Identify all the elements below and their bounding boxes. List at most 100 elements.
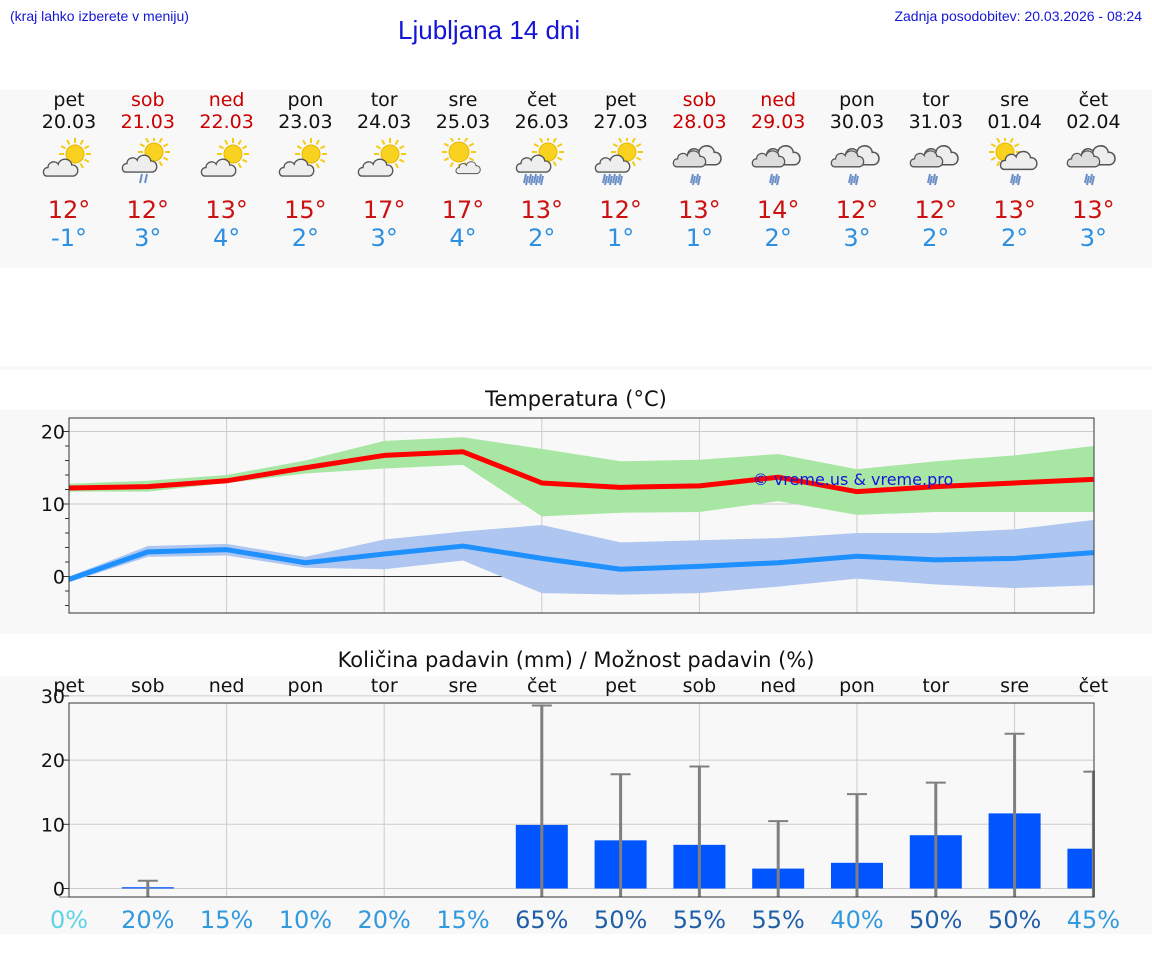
category-label: tor [371, 675, 398, 697]
max-temp: 12° [599, 196, 642, 224]
max-temp: 17° [441, 196, 485, 224]
partly-cloudy-icon [354, 138, 414, 190]
day-date: 31.03 [908, 111, 963, 133]
day-column: tor 31.03 12° 2° [896, 89, 976, 252]
tmin-range-band [69, 519, 1094, 595]
min-temp: 3° [134, 224, 162, 252]
max-temp: 12° [126, 196, 170, 224]
day-date: 21.03 [120, 111, 175, 133]
precip-chance-label: 55% [752, 906, 805, 934]
min-temp: 1° [685, 224, 714, 252]
max-temp: 17° [362, 196, 406, 224]
temperature-chart-title: Temperatura (°C) [485, 387, 667, 411]
category-label: sob [683, 675, 717, 697]
category-label: sob [131, 675, 165, 697]
day-name: ned [208, 89, 245, 111]
forecast-band [0, 90, 1152, 268]
precip-chance-label: 10% [279, 906, 332, 934]
day-name: tor [370, 89, 398, 111]
max-temp: 13° [678, 196, 721, 224]
precip-chance-label: 50% [594, 906, 647, 934]
plot-frame [68, 702, 1095, 898]
day-column: sob 28.03 13° 1° [659, 89, 739, 252]
category-label: čet [527, 675, 557, 697]
category-label: pon [288, 675, 324, 697]
y-tick-label: 10 [41, 494, 65, 516]
day-column: sre 01.04 13° 2° [975, 89, 1055, 252]
day-date: 23.03 [278, 111, 333, 133]
day-name: pon [287, 89, 324, 111]
category-label: pon [839, 675, 875, 697]
max-temp: 13° [993, 196, 1036, 224]
min-temp: 1° [606, 224, 635, 252]
day-name: sre [1000, 89, 1030, 111]
max-temp: 15° [284, 196, 327, 224]
day-date: 22.03 [199, 111, 254, 133]
min-temp: 3° [1079, 224, 1108, 252]
day-name: tor [922, 89, 950, 111]
day-date: 01.04 [987, 111, 1042, 133]
day-name: pet [53, 89, 85, 111]
day-column: sob 21.03 12° 3° [108, 89, 188, 252]
precip-chance-label: 65% [515, 906, 568, 934]
precip-chart-title: Količina padavin (mm) / Možnost padavin … [337, 648, 815, 672]
cloudy-rain-icon [669, 138, 729, 190]
day-date: 02.04 [1066, 111, 1121, 133]
tmax-line [68, 449, 1094, 495]
y-tick-label: 30 [41, 686, 65, 708]
min-temp: 4° [449, 224, 477, 252]
max-temp: 12° [835, 196, 879, 224]
temperature-chart: © vreme.us & vreme.pro 0 10 20 [41, 417, 1095, 614]
precip-chance-label: 50% [909, 906, 962, 934]
day-column: pon 23.03 15° 2° [265, 89, 345, 252]
min-temp: 2° [1000, 224, 1029, 252]
day-date: 28.03 [672, 111, 727, 133]
day-name: pon [839, 89, 875, 111]
category-label: čet [1079, 675, 1109, 697]
max-temp: 14° [756, 196, 800, 224]
cloudy-rain-icon [827, 138, 887, 190]
sun-small-cloud-icon [433, 135, 493, 190]
day-name: sre [448, 89, 478, 111]
partly-cloudy-heavy-rain-icon [591, 136, 651, 190]
partly-cloudy-icon [197, 138, 257, 190]
precip-chance-label: 55% [673, 906, 726, 934]
category-label: tor [922, 675, 949, 697]
min-temp: 2° [764, 224, 792, 252]
tmin-line [68, 543, 1094, 582]
category-label: pet [605, 675, 636, 697]
day-column: tor 24.03 17° 3° [344, 89, 424, 252]
precip-chance-label: 20% [358, 906, 411, 934]
precip-chance-label: 15% [436, 906, 489, 934]
day-column: pet 20.03 12° -1° [29, 89, 109, 252]
day-column: čet 26.03 13° 2° [502, 89, 582, 252]
page-title: Ljubljana 14 dni [398, 15, 581, 45]
spacer-band [0, 366, 1152, 370]
max-temp: 13° [520, 196, 564, 224]
day-date: 25.03 [435, 111, 491, 133]
min-temp: 3° [843, 224, 871, 252]
day-name: pet [604, 89, 637, 111]
day-date: 30.03 [829, 111, 885, 133]
day-name: sob [131, 89, 165, 111]
day-date: 20.03 [41, 111, 97, 133]
precip-chance-label: 20% [121, 906, 174, 934]
day-date: 26.03 [514, 111, 569, 133]
category-label: pet [53, 675, 84, 697]
tmax-range-band [69, 437, 1094, 517]
plot-frame [68, 417, 1095, 614]
min-temp: 2° [291, 224, 320, 252]
day-column: ned 29.03 14° 2° [738, 89, 818, 252]
precip-chance-label: 50% [988, 906, 1041, 934]
cloudy-rain-icon [748, 138, 808, 190]
day-column: ned 22.03 13° 4° [187, 89, 267, 252]
day-column: pon 30.03 12° 3° [817, 89, 897, 252]
min-temp: 4° [212, 224, 241, 252]
precip-chart: pet sob ned pon tor sre čet pet sob ned pon tor sre č… [41, 675, 1120, 934]
day-date: 29.03 [750, 111, 806, 133]
day-name: ned [760, 89, 797, 111]
max-temp: 12° [914, 196, 958, 224]
min-temp: -1° [51, 224, 87, 252]
category-label: sre [449, 675, 478, 697]
max-temp: 13° [205, 196, 248, 224]
